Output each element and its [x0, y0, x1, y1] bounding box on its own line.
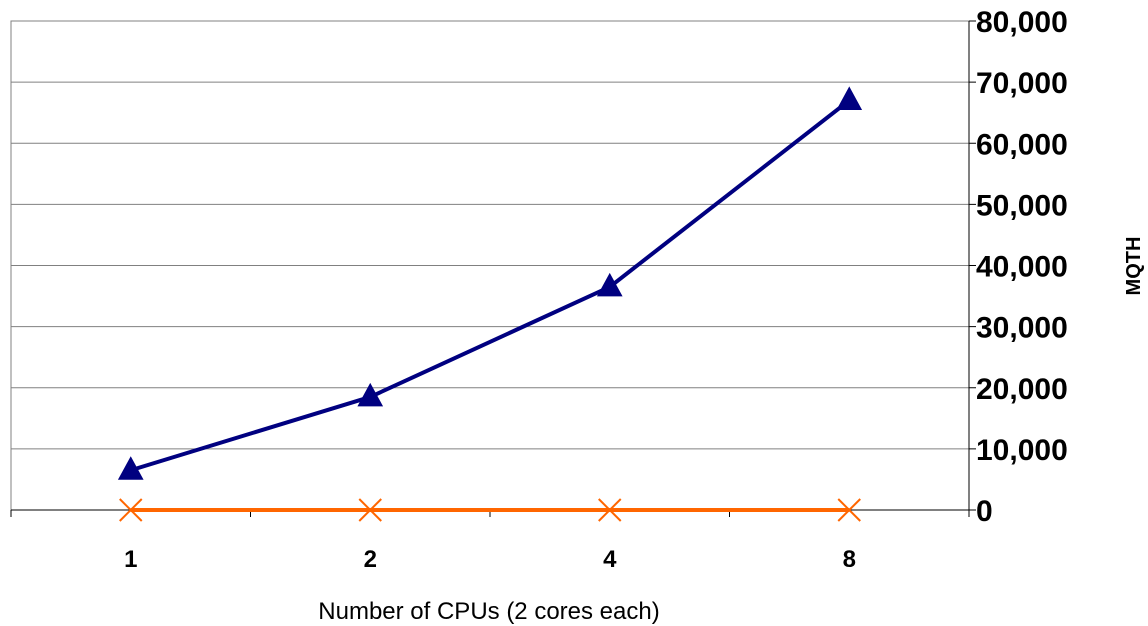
y-tick-label: 0	[976, 495, 993, 528]
y-axis-title: MQTH	[1123, 237, 1145, 296]
x-axis-title: Number of CPUs (2 cores each)	[318, 598, 659, 625]
y-axis-ticks: 0 10,000 20,000 30,000 40,000 50,000 60,000 70,…	[969, 6, 1068, 528]
y-tick-label: 40,000	[976, 251, 1068, 284]
x-axis-ticks: 1 2 4 8	[10, 510, 970, 573]
y-tick-label: 70,000	[976, 67, 1068, 100]
x-tick-label: 4	[603, 546, 617, 573]
gridlines	[11, 81, 969, 450]
series-line-1	[130, 98, 851, 473]
series-layer	[117, 86, 863, 522]
data-point-x	[358, 498, 382, 522]
y-tick-label: 20,000	[976, 373, 1068, 406]
y-tick-label: 10,000	[976, 434, 1068, 467]
data-point-x	[119, 498, 143, 522]
data-point-triangle	[836, 86, 863, 110]
x-tick-label: 1	[124, 546, 137, 573]
y-tick-label: 80,000	[976, 6, 1068, 39]
data-point-x	[837, 498, 861, 522]
data-point-triangle	[596, 272, 623, 297]
data-point-triangle	[357, 382, 384, 407]
y-tick-label: 30,000	[976, 312, 1068, 345]
y-tick-label: 50,000	[976, 189, 1068, 222]
y-tick-label: 60,000	[976, 128, 1068, 161]
x-tick-label: 2	[364, 546, 377, 573]
data-point-x	[598, 498, 622, 522]
x-tick-label: 8	[843, 546, 856, 573]
data-point-triangle	[117, 456, 144, 480]
